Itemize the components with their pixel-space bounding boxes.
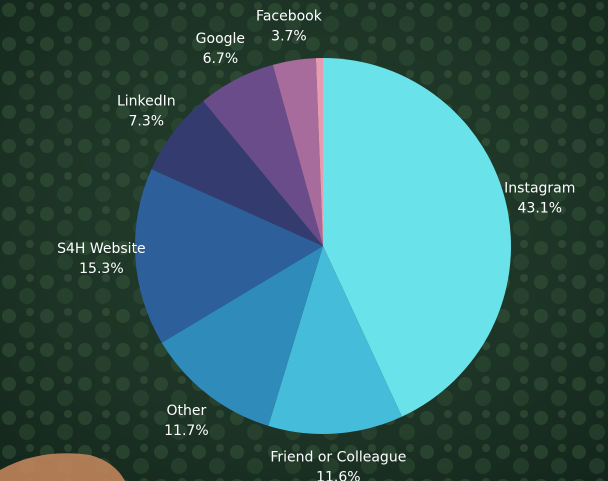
slice-value-label: 43.1% xyxy=(518,200,562,216)
slice-label: Instagram xyxy=(504,180,575,196)
pie-slice xyxy=(161,246,323,426)
background-detail xyxy=(0,453,125,481)
pie-slice xyxy=(272,58,323,247)
slice-label: S4H Website xyxy=(57,241,146,257)
slice-value-label: 3.7% xyxy=(271,29,307,45)
pie-slice xyxy=(151,101,323,246)
slice-value-label: 11.7% xyxy=(164,423,208,439)
pie-slice xyxy=(268,246,402,435)
pie xyxy=(134,58,511,435)
slice-label: Facebook xyxy=(256,9,323,25)
pie-slice xyxy=(134,169,323,343)
slice-label: Other xyxy=(167,403,207,419)
pie-slice xyxy=(203,64,323,246)
slice-value-label: 15.3% xyxy=(79,261,123,277)
labels: Instagram 43.1% Friend or Colleague 11.6% Ot… xyxy=(57,9,575,481)
slice-label: Google xyxy=(196,31,245,47)
slice-value-label: 7.3% xyxy=(129,114,165,130)
pie-slice xyxy=(315,58,323,246)
slice-label: Friend or Colleague xyxy=(270,449,406,465)
slice-value-label: 11.6% xyxy=(316,469,360,481)
slice-label: LinkedIn xyxy=(117,94,176,110)
slice-value-label: 6.7% xyxy=(203,51,239,67)
pie-slice xyxy=(323,58,511,417)
